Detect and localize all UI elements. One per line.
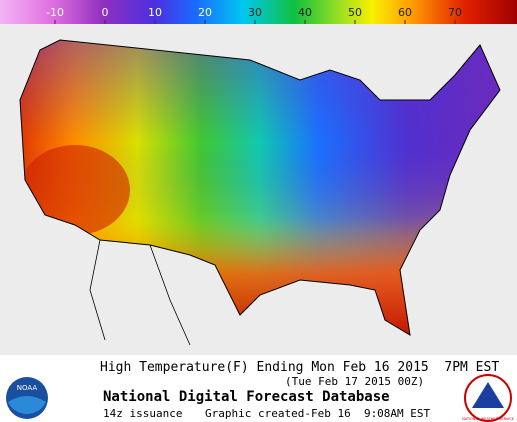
- caption-background: [0, 355, 517, 422]
- nws-logo: NATIONAL WEATHER SERVICE: [462, 374, 514, 422]
- noaa-wave: [8, 396, 46, 415]
- title: High Temperature(F) Ending Mon Feb 16 20…: [100, 360, 499, 375]
- scale-label: 30: [248, 6, 262, 19]
- created-time: Graphic created-Feb 16 9:08AM EST: [205, 407, 431, 420]
- mexico-outline: [89, 239, 191, 346]
- valid-time: (Tue Feb 17 2015 00Z): [285, 375, 424, 388]
- scale-label: 20: [198, 6, 212, 19]
- nws-triangle: [472, 382, 504, 408]
- warm-area: [20, 145, 130, 235]
- scale-label: 60: [398, 6, 412, 19]
- noaa-label: NOAA: [17, 384, 38, 392]
- scale-label: 40: [298, 6, 312, 19]
- nws-label: NATIONAL WEATHER SERVICE: [462, 417, 514, 421]
- scale-label: 70: [448, 6, 462, 19]
- scale-label: 50: [348, 6, 362, 19]
- us-outline: [19, 39, 501, 336]
- issuance: 14z issuance: [103, 407, 182, 420]
- color-scale: -10 0 10 20 30 40 50 60 70: [0, 0, 517, 24]
- color-ramp: [0, 0, 517, 24]
- scale-label: -10: [46, 6, 64, 19]
- noaa-logo: NOAA: [6, 377, 48, 419]
- product-name: National Digital Forecast Database: [103, 389, 390, 405]
- scale-label: 10: [148, 6, 162, 19]
- scale-label: 0: [102, 6, 109, 19]
